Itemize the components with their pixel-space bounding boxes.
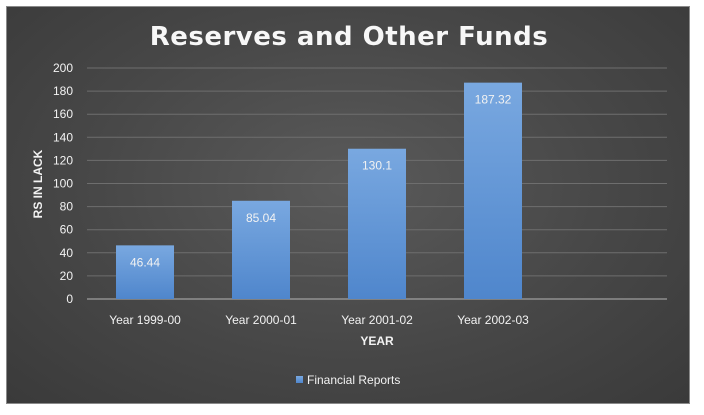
bar	[116, 245, 174, 299]
x-tick-label: Year 1999-00	[109, 313, 181, 327]
y-tick-label: 60	[60, 223, 74, 237]
y-tick-label: 160	[53, 107, 73, 121]
x-axis-ticks: Year 1999-00 Year 2000-01 Year 2001-02 Year…	[109, 313, 529, 327]
y-tick-label: 100	[53, 177, 73, 191]
legend-swatch	[296, 376, 303, 383]
y-tick-label: 180	[53, 84, 73, 98]
y-tick-label: 140	[53, 130, 73, 144]
y-tick-label: 40	[60, 246, 74, 260]
legend-label: Financial Reports	[307, 373, 400, 387]
x-tick-label: Year 2000-01	[225, 313, 297, 327]
bar	[464, 82, 522, 299]
y-tick-label: 80	[60, 200, 74, 214]
x-tick-label: Year 2002-03	[457, 313, 529, 327]
y-tick-label: 0	[66, 292, 73, 306]
y-axis-ticks: 0 20 40 60 80 100 120 140 160 180 200	[53, 61, 73, 306]
y-axis-title: RS IN LACK	[31, 149, 45, 218]
bar-data-label: 85.04	[246, 211, 276, 225]
gridlines	[87, 67, 667, 300]
bars: 46.44 85.04 130.1 187.32	[116, 82, 522, 299]
x-axis-title: YEAR	[360, 334, 394, 348]
bar	[348, 148, 406, 299]
legend: Financial Reports	[296, 373, 400, 387]
y-tick-label: 200	[53, 61, 73, 75]
y-tick-label: 20	[60, 269, 74, 283]
chart-title: Reserves and Other Funds	[150, 22, 549, 52]
bar-data-label: 187.32	[475, 93, 512, 107]
bar-data-label: 46.44	[130, 255, 160, 269]
bar	[232, 200, 290, 299]
bar-data-label: 130.1	[362, 159, 392, 173]
x-tick-label: Year 2001-02	[341, 313, 413, 327]
y-tick-label: 120	[53, 153, 73, 167]
